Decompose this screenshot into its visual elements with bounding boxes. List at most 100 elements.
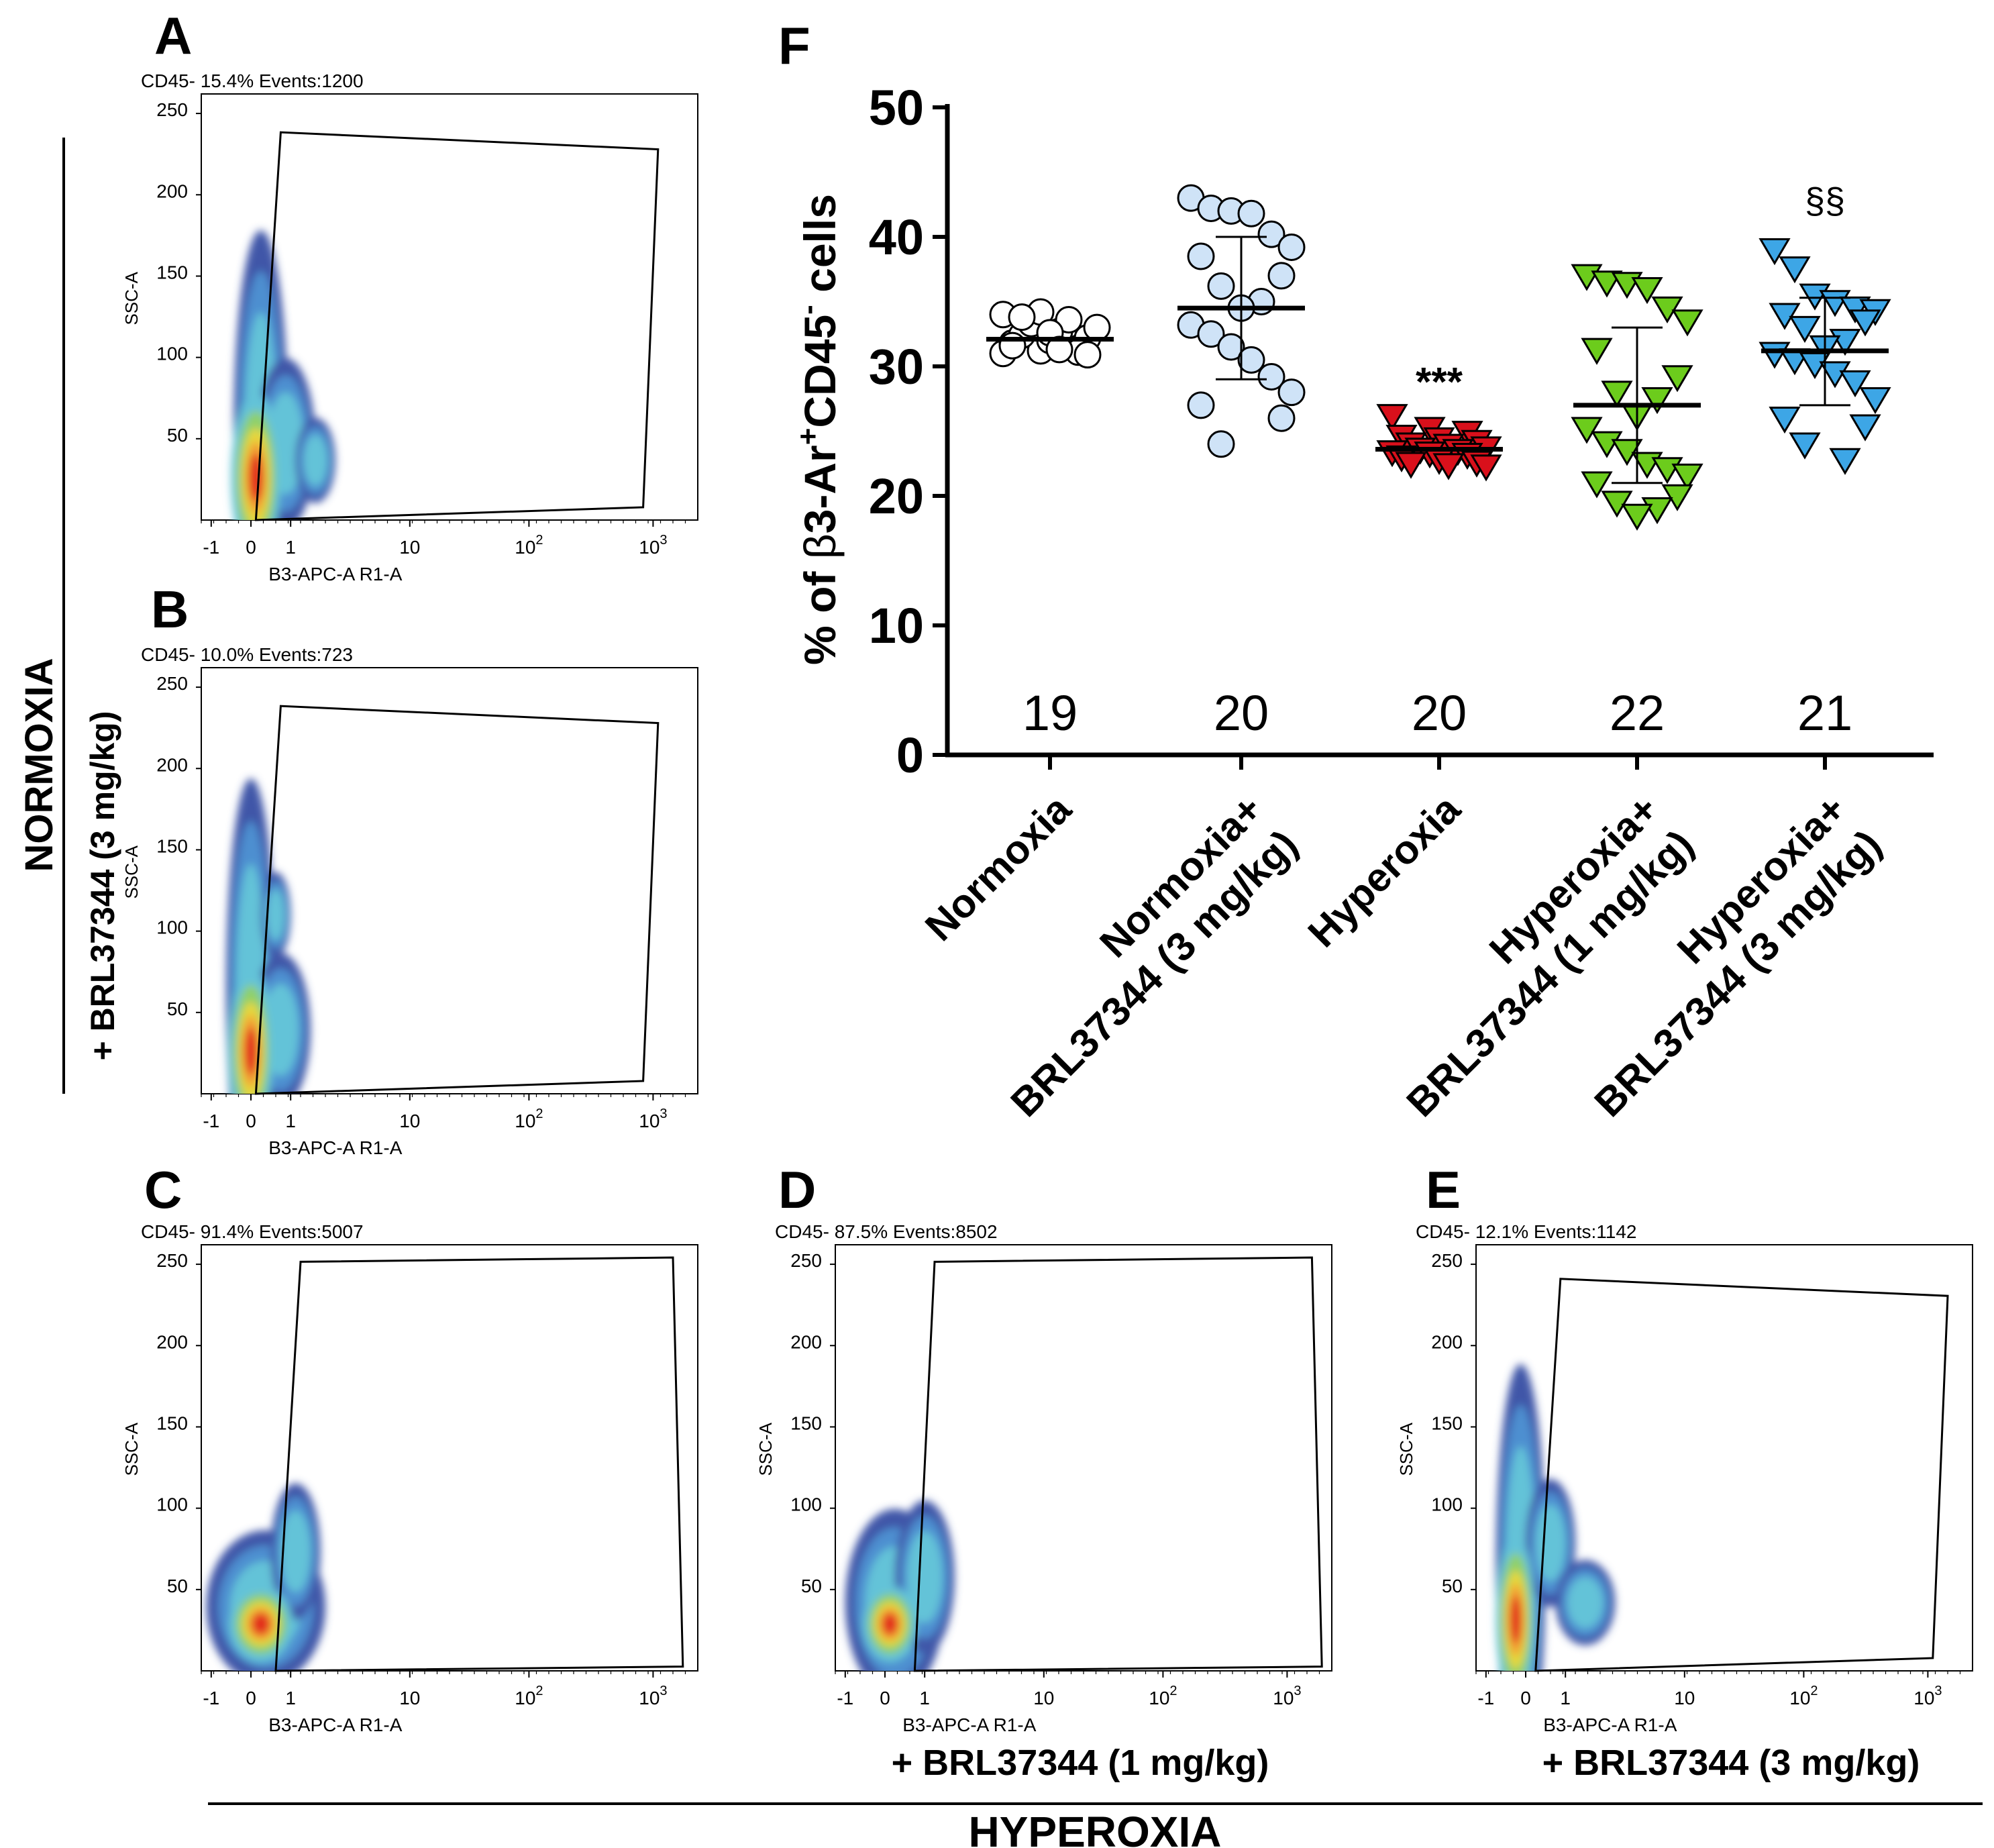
y-tick-label: 50 <box>1442 1576 1463 1596</box>
y-label-part: cells <box>795 194 845 305</box>
data-point <box>1631 276 1663 305</box>
panel-letter-c: C <box>144 1160 182 1219</box>
series-2: 20 <box>1177 184 1306 741</box>
flow-panel-e: CD45- 12.1% Events:114225020015010050SSC… <box>1396 1221 1973 1735</box>
data-point <box>1197 320 1225 348</box>
data-point <box>1641 387 1673 415</box>
data-point <box>1581 471 1613 499</box>
panel-letter-a: A <box>154 6 192 65</box>
density-cloud <box>231 230 335 520</box>
data-point <box>1083 313 1111 342</box>
gate-label: CD45- <box>141 1221 201 1242</box>
x-tick-exponent: 3 <box>660 533 667 548</box>
x-tick-label: 10 <box>1033 1688 1054 1708</box>
x-tick-label: 102 <box>515 1684 543 1708</box>
density-blob <box>303 435 327 486</box>
gate-label: CD45- <box>141 644 201 665</box>
x-tick-label: 10 <box>399 537 420 558</box>
f-category-label: Hyperoxia <box>1300 786 1469 956</box>
y-tick-label: 100 <box>1431 1494 1463 1515</box>
y-tick-label: 100 <box>156 1494 188 1515</box>
y-tick-label: 200 <box>156 1331 188 1352</box>
event-count: Events:5007 <box>259 1221 364 1242</box>
normoxia-brl-label: + BRL37344 (3 mg/kg) <box>84 711 121 1060</box>
y-axis-label: SSC-A <box>121 1422 142 1476</box>
panel-header: CD45- 10.0% Events:723 <box>141 644 353 665</box>
y-tick-label: 250 <box>156 673 188 694</box>
y-label-part: β <box>795 533 845 559</box>
gate-polygon[interactable] <box>274 1256 684 1672</box>
x-tick-label: 102 <box>515 533 543 558</box>
y-tick-label: 200 <box>156 754 188 775</box>
hyperoxia-brl3-label: + BRL37344 (3 mg/kg) <box>1542 1743 1920 1783</box>
event-count: Events:1200 <box>259 70 364 91</box>
f-y-tick-label: 30 <box>869 339 924 395</box>
y-tick-label: 250 <box>1431 1250 1463 1271</box>
panel-letter-d: D <box>778 1160 816 1219</box>
x-tick-label: 1 <box>285 1111 296 1131</box>
f-y-tick-label: 20 <box>869 468 924 524</box>
data-point <box>1395 452 1427 479</box>
x-tick-label: 0 <box>1520 1688 1531 1708</box>
x-axis-label: B3-APC-A R1-A <box>268 1714 402 1735</box>
x-tick-label: 102 <box>1789 1684 1818 1708</box>
gate-polygon[interactable] <box>913 1256 1323 1672</box>
data-point <box>1055 306 1083 334</box>
density-blob <box>1535 1504 1566 1582</box>
n-label: 22 <box>1610 685 1665 741</box>
x-tick-label: 0 <box>246 1111 256 1131</box>
gate-label: CD45- <box>1416 1221 1475 1242</box>
gate-polygon[interactable] <box>1534 1278 1949 1672</box>
f-category-label: Normoxia <box>916 786 1080 949</box>
flow-cytometry-panels: CD45- 15.4% Events:120025020015010050SSC… <box>121 70 1973 1735</box>
data-point <box>1671 309 1703 337</box>
y-axis-label: SSC-A <box>121 845 142 899</box>
data-point <box>1376 404 1408 431</box>
density-core <box>249 453 263 502</box>
significance-annotation: §§ <box>1805 181 1845 221</box>
event-count: Events:1142 <box>1534 1221 1637 1242</box>
y-tick-label: 200 <box>1431 1331 1463 1352</box>
data-point <box>1621 503 1653 531</box>
gate-polygon[interactable] <box>254 705 660 1095</box>
f-category-line: Normoxia <box>916 786 1080 949</box>
x-tick-label: -1 <box>1477 1688 1494 1708</box>
y-tick-label: 150 <box>790 1413 822 1433</box>
data-point <box>1073 341 1102 369</box>
data-point <box>1267 262 1296 290</box>
gate-percent: 91.4% <box>201 1221 259 1242</box>
x-tick-label: -1 <box>203 1111 219 1131</box>
panel-letter-b: B <box>151 580 189 639</box>
x-tick-label: -1 <box>203 1688 219 1708</box>
density-blob <box>266 889 285 941</box>
data-point <box>1759 238 1791 266</box>
data-point <box>1591 431 1623 458</box>
y-tick-label: 100 <box>790 1494 822 1515</box>
data-point <box>1601 380 1633 408</box>
x-tick-label: 102 <box>515 1107 543 1131</box>
n-label: 21 <box>1797 685 1852 741</box>
panel-header: CD45- 12.1% Events:1142 <box>1416 1221 1636 1242</box>
x-tick-exponent: 2 <box>535 1107 543 1121</box>
x-tick-label: 0 <box>880 1688 890 1708</box>
data-point <box>1470 454 1502 482</box>
x-tick-label: 0 <box>246 537 256 558</box>
x-tick-exponent: 3 <box>1934 1684 1942 1698</box>
y-tick-label: 150 <box>156 835 188 856</box>
panel-header: CD45- 91.4% Events:5007 <box>141 1221 364 1242</box>
data-point <box>1237 199 1265 227</box>
data-point <box>1207 272 1235 300</box>
density-cloud <box>226 778 311 1094</box>
gate-polygon[interactable] <box>254 131 660 521</box>
x-tick-label: 10 <box>399 1111 420 1131</box>
x-tick-exponent: 3 <box>660 1684 667 1698</box>
f-y-tick-label: 50 <box>869 80 924 136</box>
y-tick-label: 250 <box>156 1250 188 1271</box>
y-axis-label: SSC-A <box>121 271 142 325</box>
x-tick-exponent: 2 <box>535 533 543 548</box>
y-axis-label: SSC-A <box>755 1422 776 1476</box>
n-label: 19 <box>1022 685 1078 741</box>
f-y-tick-label: 0 <box>896 727 924 783</box>
f-category-line: Hyperoxia <box>1300 786 1469 956</box>
x-tick-label: -1 <box>203 537 219 558</box>
